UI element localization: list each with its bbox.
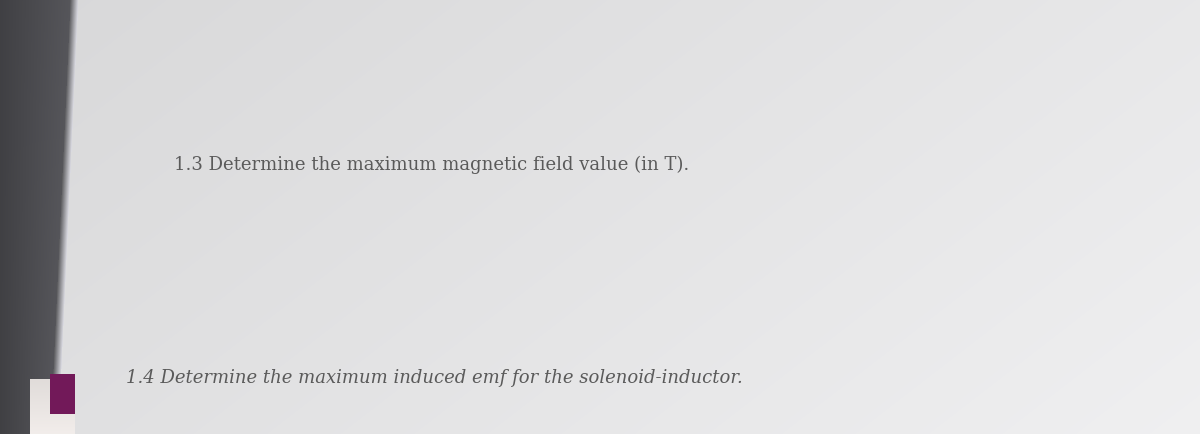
Text: 1.4 Determine the maximum induced emf for the solenoid-inductor.: 1.4 Determine the maximum induced emf fo… [126,368,743,387]
Text: 1.3 Determine the maximum magnetic field value (in T).: 1.3 Determine the maximum magnetic field… [174,156,689,174]
